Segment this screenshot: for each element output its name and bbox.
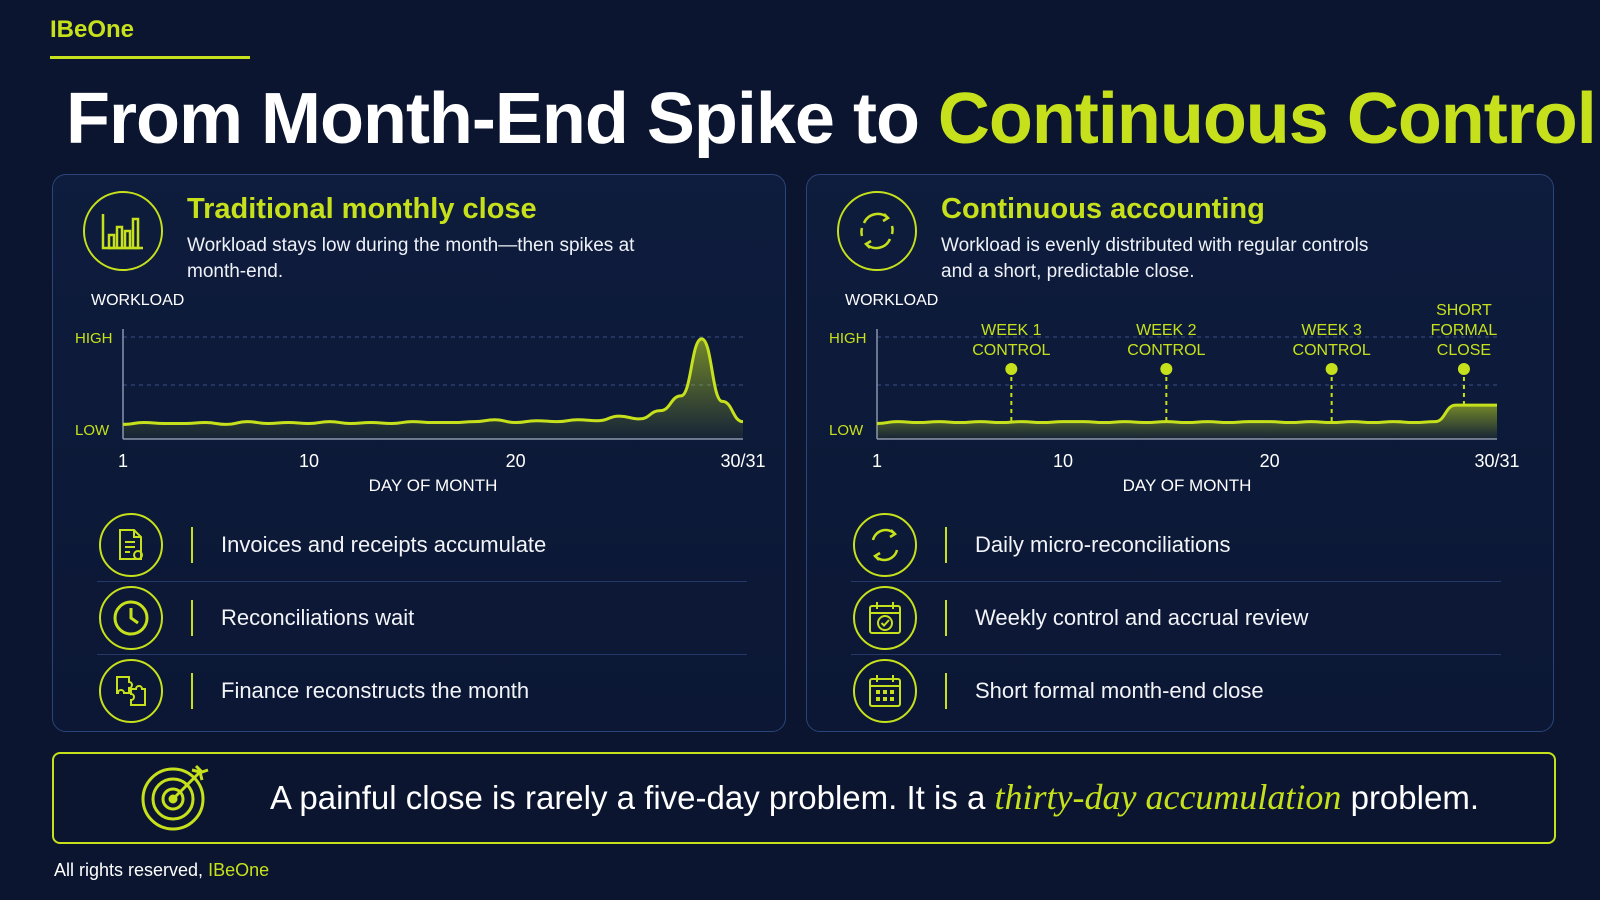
footer-brand: IBeOne	[208, 860, 270, 880]
panel-title: Traditional monthly close	[187, 193, 537, 225]
divider	[191, 600, 193, 636]
workload-area	[877, 405, 1497, 439]
key-insight-banner: A painful close is rarely a five-day pro…	[52, 752, 1556, 844]
list-item: Reconciliations wait	[97, 581, 747, 654]
y-axis-label: WORKLOAD	[91, 292, 184, 309]
x-tick-label: 10	[299, 451, 319, 471]
list-item: Invoices and receipts accumulate	[97, 509, 747, 581]
marker-dot	[1160, 363, 1173, 375]
item-label: Weekly control and accrual review	[975, 605, 1309, 630]
marker-label: CONTROL	[1127, 342, 1205, 359]
list-item: Weekly control and accrual review	[851, 581, 1501, 654]
marker-label: WEEK 3	[1301, 322, 1362, 339]
divider	[945, 673, 947, 709]
continuous-workload-chart: WORKLOAD HIGH LOW 1 10 20 30/31 DAY OF MONTH WEE…	[829, 292, 1520, 495]
puzzle-icon	[99, 659, 163, 723]
marker-label: FORMAL	[1431, 322, 1498, 339]
marker-label: WEEK 2	[1136, 322, 1197, 339]
item-label: Reconciliations wait	[221, 605, 415, 630]
panel-title: Continuous accounting	[941, 193, 1265, 225]
continuous-accounting-panel: Continuous accounting Workload is evenly…	[806, 174, 1554, 732]
y-axis-label: WORKLOAD	[845, 292, 938, 309]
marker-dot	[1005, 363, 1018, 375]
panel-description: Workload is evenly distributed with regu…	[941, 235, 1369, 282]
workload-area	[123, 338, 743, 439]
quote-after: problem.	[1341, 779, 1479, 816]
traditional-workload-chart: WORKLOAD HIGH LOW 1 10 20 30/31 DAY OF MONTH	[75, 292, 766, 495]
y-tick-label: LOW	[75, 422, 110, 439]
marker-label: CONTROL	[1293, 342, 1371, 359]
brand-logo: IBeOne	[50, 16, 135, 43]
page-title: From Month-End Spike to Continuous Contr…	[66, 78, 1597, 160]
document-icon	[99, 513, 163, 577]
divider	[191, 673, 193, 709]
marker-label: CLOSE	[1437, 342, 1491, 359]
title-part-2: Continuous Control	[937, 79, 1597, 159]
divider	[945, 527, 947, 563]
x-tick-label: 1	[118, 451, 128, 471]
key-insight-text: A painful close is rarely a five-day pro…	[270, 776, 1479, 818]
copyright-footer: All rights reserved, IBeOne	[54, 860, 269, 881]
calendar-icon	[853, 659, 917, 723]
item-label: Daily micro-reconciliations	[975, 532, 1231, 557]
item-label: Finance reconstructs the month	[221, 678, 530, 703]
y-tick-label: LOW	[829, 422, 864, 439]
panel-description: Workload stays low during the month—then…	[187, 235, 635, 282]
marker-label: WEEK 1	[981, 322, 1042, 339]
item-list: Daily micro-reconciliations Weekly contr…	[851, 509, 1501, 727]
item-label: Short formal month-end close	[975, 678, 1264, 703]
y-tick-label: HIGH	[75, 330, 113, 347]
y-tick-label: HIGH	[829, 330, 867, 347]
bar-chart-icon	[83, 191, 163, 271]
traditional-close-panel: Traditional monthly close Workload stays…	[52, 174, 786, 732]
x-tick-label: 20	[506, 451, 526, 471]
item-label: Invoices and receipts accumulate	[221, 532, 547, 557]
quote-before: A painful close is rarely a five-day pro…	[270, 779, 995, 816]
x-tick-label: 30/31	[1474, 451, 1519, 471]
list-item: Daily micro-reconciliations	[851, 509, 1501, 581]
marker-dot	[1457, 363, 1470, 375]
target-icon	[140, 762, 210, 832]
footer-prefix: All rights reserved,	[54, 860, 209, 880]
clock-icon	[99, 586, 163, 650]
x-axis-label: DAY OF MONTH	[369, 476, 498, 495]
list-item: Finance reconstructs the month	[97, 654, 747, 727]
item-list: Invoices and receipts accumulate Reconci…	[97, 509, 747, 727]
marker-label: CONTROL	[972, 342, 1050, 359]
workload-line	[122, 337, 744, 426]
x-tick-label: 10	[1053, 451, 1073, 471]
cycle-icon	[853, 513, 917, 577]
workload-line	[876, 403, 1497, 425]
x-tick-label: 20	[1260, 451, 1280, 471]
calendar-check-icon	[853, 586, 917, 650]
cycle-icon	[837, 191, 917, 271]
x-tick-label: 1	[872, 451, 882, 471]
marker-dot	[1325, 363, 1338, 375]
x-tick-label: 30/31	[720, 451, 765, 471]
brand-underline	[50, 56, 250, 59]
list-item: Short formal month-end close	[851, 654, 1501, 727]
divider	[945, 600, 947, 636]
marker-label: SHORT	[1436, 302, 1492, 319]
divider	[191, 527, 193, 563]
title-part-1: From Month-End Spike to	[66, 79, 938, 159]
quote-emphasis: thirty-day accumulation	[994, 777, 1342, 817]
x-axis-label: DAY OF MONTH	[1123, 476, 1252, 495]
